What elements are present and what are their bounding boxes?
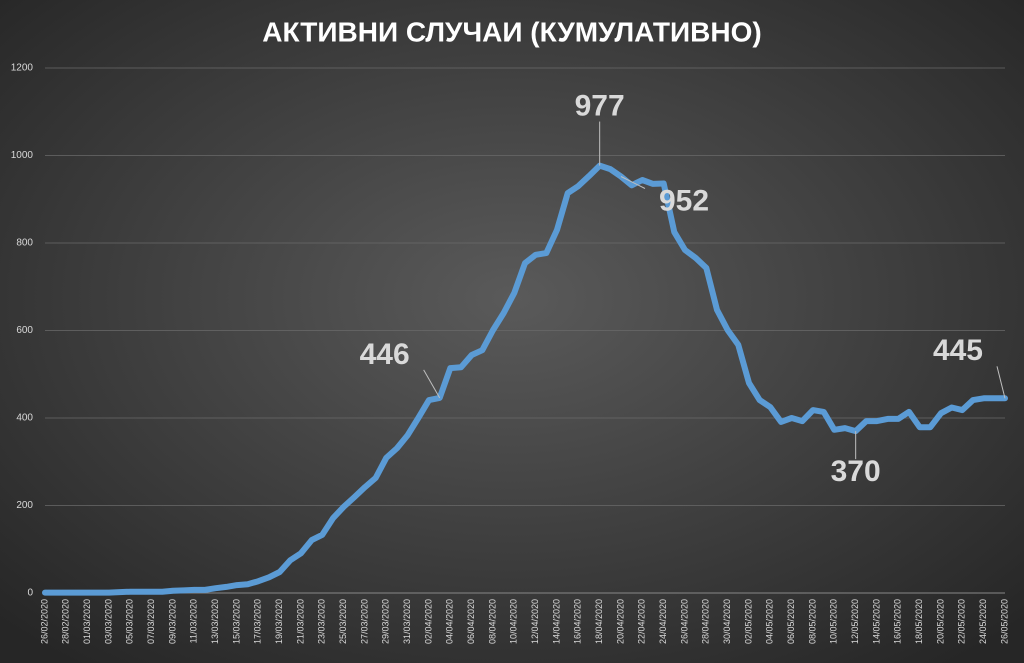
x-tick-label: 15/03/2020 xyxy=(231,599,241,644)
x-tick-label: 20/05/2020 xyxy=(935,599,945,644)
x-tick-label: 26/02/2020 xyxy=(39,599,49,644)
x-tick-label: 05/03/2020 xyxy=(125,599,135,644)
x-tick-label: 08/04/2020 xyxy=(487,599,497,644)
x-tick-label: 13/03/2020 xyxy=(210,599,220,644)
data-label: 370 xyxy=(831,455,881,488)
x-tick-label: 24/04/2020 xyxy=(658,599,668,644)
y-tick-label: 600 xyxy=(16,325,33,336)
x-tick-label: 28/02/2020 xyxy=(61,599,71,644)
x-tick-label: 12/05/2020 xyxy=(850,599,860,644)
x-tick-label: 14/04/2020 xyxy=(551,599,561,644)
x-tick-label: 04/05/2020 xyxy=(765,599,775,644)
x-tick-label: 21/03/2020 xyxy=(295,599,305,644)
label-leader xyxy=(423,369,441,399)
x-tick-label: 29/03/2020 xyxy=(381,599,391,644)
x-tick-label: 18/04/2020 xyxy=(594,599,604,644)
y-tick-label: 200 xyxy=(16,500,33,511)
x-tick-label: 19/03/2020 xyxy=(274,599,284,644)
x-tick-label: 22/05/2020 xyxy=(957,599,967,644)
x-tick-label: 26/05/2020 xyxy=(999,599,1009,644)
x-tick-label: 12/04/2020 xyxy=(530,599,540,644)
data-label: 977 xyxy=(575,89,625,122)
x-tick-label: 10/05/2020 xyxy=(829,599,839,644)
y-tick-label: 800 xyxy=(16,238,33,249)
x-tick-label: 01/03/2020 xyxy=(82,599,92,644)
x-tick-label: 07/03/2020 xyxy=(146,599,156,644)
x-tick-label: 14/05/2020 xyxy=(871,599,881,644)
x-tick-label: 30/04/2020 xyxy=(722,599,732,644)
chart-title: АКТИВНИ СЛУЧАИ (КУМУЛАТИВНО) xyxy=(262,16,761,47)
data-label: 445 xyxy=(933,334,983,367)
x-tick-label: 10/04/2020 xyxy=(509,599,519,644)
y-tick-label: 0 xyxy=(27,588,33,599)
series-line xyxy=(42,162,1008,596)
x-tick-label: 25/03/2020 xyxy=(338,599,348,644)
x-tick-label: 06/05/2020 xyxy=(786,599,796,644)
x-tick-label: 17/03/2020 xyxy=(253,599,263,644)
x-tick-label: 03/03/2020 xyxy=(103,599,113,644)
x-tick-label: 18/05/2020 xyxy=(914,599,924,644)
data-label: 952 xyxy=(659,184,709,217)
y-tick-label: 1000 xyxy=(11,150,34,161)
x-tick-label: 11/03/2020 xyxy=(189,599,199,643)
x-tick-label: 09/03/2020 xyxy=(167,599,177,644)
x-tick-label: 16/04/2020 xyxy=(573,599,583,644)
y-tick-label: 1200 xyxy=(11,63,34,74)
x-tick-label: 28/04/2020 xyxy=(701,599,711,644)
x-tick-label: 06/04/2020 xyxy=(466,599,476,644)
label-leader xyxy=(996,366,1006,399)
y-tick-label: 400 xyxy=(16,413,33,424)
x-tick-label: 08/05/2020 xyxy=(807,599,817,644)
x-tick-label: 26/04/2020 xyxy=(679,599,689,644)
x-tick-label: 02/05/2020 xyxy=(743,599,753,644)
x-tick-label: 23/03/2020 xyxy=(317,599,327,644)
x-tick-label: 31/03/2020 xyxy=(402,599,412,644)
label-leader xyxy=(620,176,646,189)
x-tick-label: 27/03/2020 xyxy=(359,599,369,644)
data-label: 446 xyxy=(360,338,410,371)
x-tick-label: 16/05/2020 xyxy=(893,599,903,644)
x-tick-label: 20/04/2020 xyxy=(615,599,625,644)
x-tick-label: 24/05/2020 xyxy=(978,599,988,644)
x-tick-label: 04/04/2020 xyxy=(445,599,455,644)
x-tick-label: 02/04/2020 xyxy=(423,599,433,644)
x-tick-label: 22/04/2020 xyxy=(637,599,647,644)
